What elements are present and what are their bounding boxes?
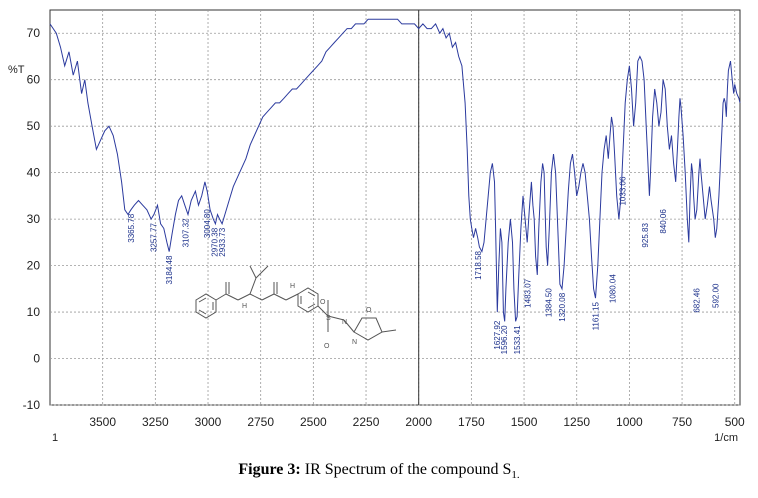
caption-label: Figure 3: xyxy=(238,461,301,478)
y-tick-label: 70 xyxy=(27,26,41,40)
x-tick-label: 2250 xyxy=(353,415,380,429)
peak-label: 3004.80 xyxy=(203,209,212,238)
y-tick-label: 0 xyxy=(33,352,40,366)
peak-label: 1533.41 xyxy=(513,325,522,354)
x-tick-label: 2500 xyxy=(300,415,327,429)
molecule-atom-labels: H H S O O N O N xyxy=(242,283,372,350)
atom-label: H xyxy=(290,283,295,290)
peak-label: 1384.50 xyxy=(544,288,553,317)
x-tick-label: 2000 xyxy=(405,415,432,429)
x-tick-label: 3500 xyxy=(89,415,116,429)
peak-label: 3107.32 xyxy=(181,218,190,247)
peak-label: 1320.08 xyxy=(558,292,567,321)
molecule-structure-image xyxy=(195,265,397,341)
x-tick-label: 3250 xyxy=(142,415,169,429)
peak-label: 1718.58 xyxy=(474,250,483,279)
figure-caption: Figure 3: IR Spectrum of the compound S1… xyxy=(0,461,758,481)
y-tick-label: 50 xyxy=(27,119,41,133)
plot-frame xyxy=(49,9,741,406)
peak-label: 1161.15 xyxy=(591,302,600,331)
atom-label: N xyxy=(352,339,357,346)
y-axis-ticks: 70 60 50 40 30 20 10 0 -10 xyxy=(23,26,41,412)
x-axis-ticks: 3500 3250 3000 2750 2500 2250 2000 1750 1500 1250… xyxy=(89,415,745,429)
y-tick-label: 60 xyxy=(27,73,41,87)
x-tick-label: 1250 xyxy=(563,415,590,429)
caption-subscript: 1. xyxy=(511,469,520,482)
atom-label: O xyxy=(366,307,372,314)
x-tick-label: 1750 xyxy=(458,415,485,429)
y-tick-label: 30 xyxy=(27,212,41,226)
peak-label: 1483.07 xyxy=(524,278,533,307)
atom-label: O xyxy=(320,299,326,306)
y-tick-label: 20 xyxy=(27,259,41,273)
y-tick-label: 40 xyxy=(27,166,41,180)
peak-label: 925.83 xyxy=(641,223,650,248)
peak-label: 3257.77 xyxy=(150,223,159,252)
x-tick-label: 500 xyxy=(725,415,745,429)
peak-label: 3365.78 xyxy=(127,213,136,242)
atom-label: O xyxy=(324,343,330,350)
caption-text: IR Spectrum of the compound S xyxy=(300,461,512,478)
x-tick-label: 1500 xyxy=(511,415,538,429)
atom-label: H xyxy=(242,303,247,310)
peak-label: 682.46 xyxy=(692,288,701,313)
x-tick-label: 750 xyxy=(672,415,692,429)
peak-labels: 3365.78 3257.77 3184.48 3107.32 3004.802970.… xyxy=(127,176,720,354)
x-axis-label: 1/cm xyxy=(714,432,738,444)
peak-label: 2933.73 xyxy=(218,227,227,256)
peak-label: 2970.38 xyxy=(210,227,219,256)
spectrum-line xyxy=(49,18,741,322)
x-tick-label: 3000 xyxy=(195,415,222,429)
grid xyxy=(50,10,740,406)
peak-label: 592.00 xyxy=(711,283,720,308)
peak-label: 1596.20 xyxy=(500,325,509,354)
peak-label: 840.06 xyxy=(659,209,668,234)
atom-label: N xyxy=(342,319,347,326)
peak-label: 3184.48 xyxy=(165,255,174,284)
y-tick-label: 10 xyxy=(27,305,41,319)
x-tick-label: 2750 xyxy=(247,415,274,429)
peak-label: 1033.06 xyxy=(618,176,627,205)
y-tick-label: -10 xyxy=(23,398,41,412)
peak-label: 1627.92 xyxy=(493,320,502,349)
peak-label: 1080.04 xyxy=(609,274,618,303)
y-axis-label: %T xyxy=(8,64,25,76)
atom-label: S xyxy=(326,315,331,322)
x-tick-label: 1000 xyxy=(616,415,643,429)
bottom-left-note: 1 xyxy=(52,432,58,444)
